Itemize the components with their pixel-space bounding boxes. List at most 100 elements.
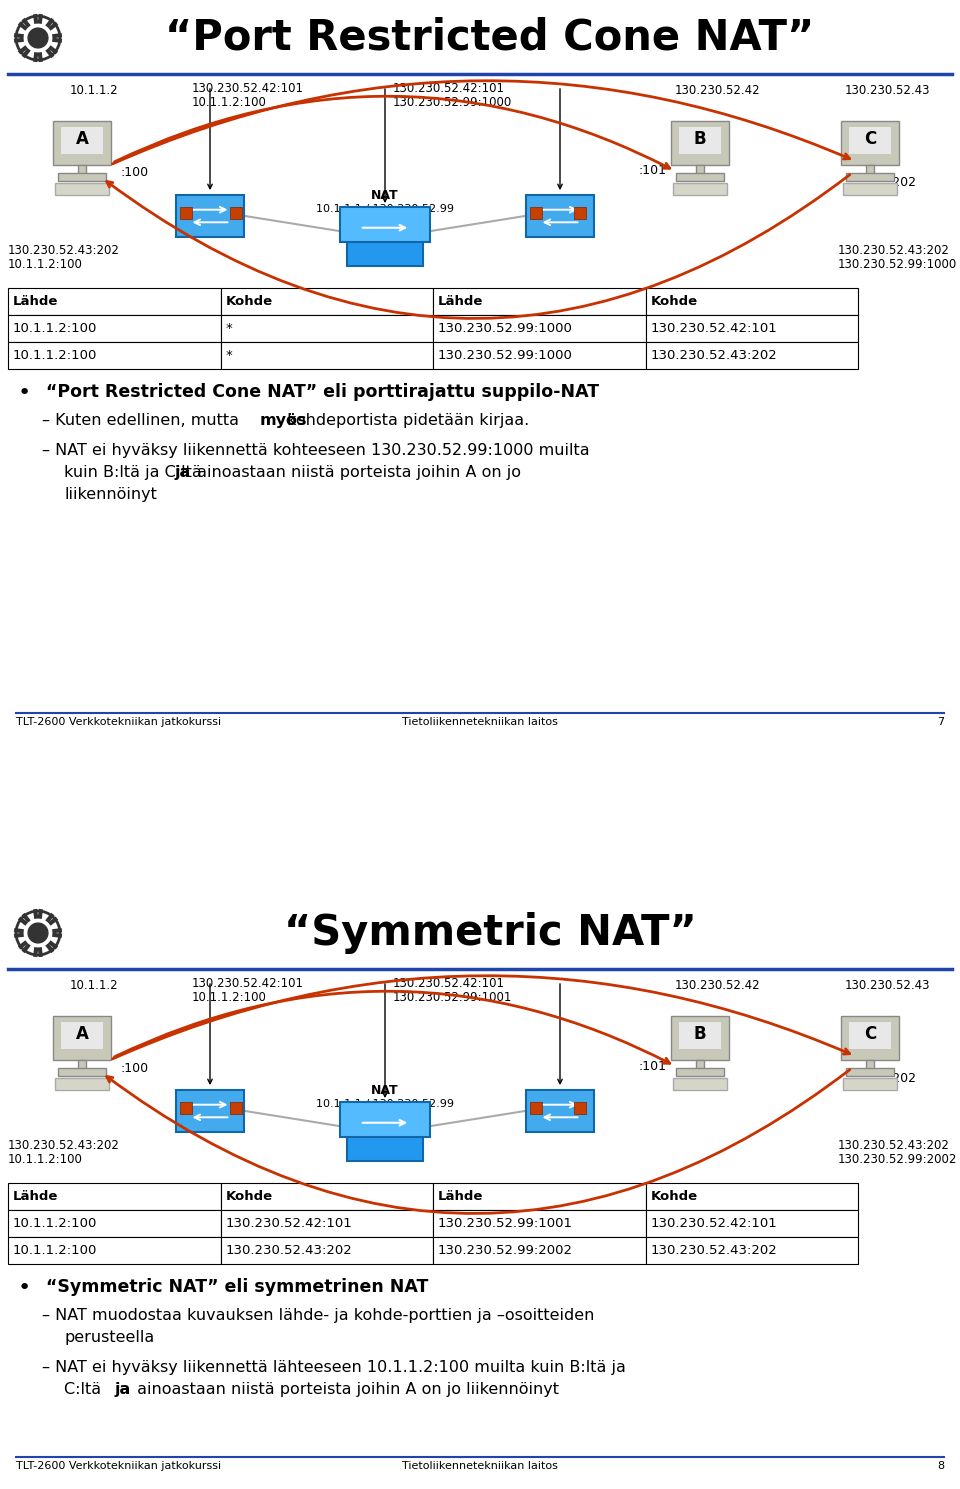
Text: Lähde: Lähde (438, 295, 484, 308)
Text: 10.1.1.2:100: 10.1.1.2:100 (192, 95, 267, 109)
Text: – NAT ei hyväksy liikennettä lähteeseen 10.1.1.2:100 muilta kuin B:ltä ja: – NAT ei hyväksy liikennettä lähteeseen … (42, 1359, 626, 1374)
FancyBboxPatch shape (8, 1237, 221, 1264)
Text: 130.230.52.99:1000: 130.230.52.99:1000 (393, 95, 513, 109)
Text: TLT-2600 Verkkotekniikan jatkokurssi: TLT-2600 Verkkotekniikan jatkokurssi (16, 1461, 221, 1471)
FancyBboxPatch shape (221, 287, 433, 316)
Text: *: * (226, 322, 232, 335)
FancyBboxPatch shape (54, 1015, 110, 1060)
FancyBboxPatch shape (866, 1060, 874, 1069)
Text: 130.230.52.99:1000: 130.230.52.99:1000 (438, 322, 573, 335)
FancyBboxPatch shape (696, 165, 704, 174)
Text: Kohde: Kohde (226, 295, 273, 308)
FancyBboxPatch shape (61, 1021, 103, 1048)
Text: C: C (864, 1026, 876, 1044)
Text: 130.230.52.43: 130.230.52.43 (845, 978, 930, 992)
FancyBboxPatch shape (676, 1068, 724, 1077)
Text: 10.1.1.1 / 130.230.52.99: 10.1.1.1 / 130.230.52.99 (316, 1099, 454, 1109)
Text: :202: :202 (888, 1072, 916, 1084)
Text: *: * (226, 348, 232, 362)
FancyBboxPatch shape (58, 1068, 106, 1077)
Text: 10.1.1.2:100: 10.1.1.2:100 (13, 348, 97, 362)
FancyBboxPatch shape (176, 195, 244, 237)
Text: “Port Restricted Cone NAT” eli porttirajattu suppilo-NAT: “Port Restricted Cone NAT” eli porttiraj… (46, 383, 599, 401)
Text: TLT-2600 Verkkotekniikan jatkokurssi: TLT-2600 Verkkotekniikan jatkokurssi (16, 718, 221, 727)
FancyBboxPatch shape (673, 183, 727, 195)
Text: 8: 8 (937, 1461, 944, 1471)
FancyBboxPatch shape (843, 183, 898, 195)
FancyBboxPatch shape (645, 287, 858, 316)
Text: Lähde: Lähde (13, 295, 59, 308)
Circle shape (28, 923, 48, 943)
Text: A: A (76, 1026, 88, 1044)
Text: 10.1.1.2:100: 10.1.1.2:100 (13, 1217, 97, 1230)
FancyBboxPatch shape (55, 183, 109, 195)
Text: “Port Restricted Cone NAT”: “Port Restricted Cone NAT” (165, 16, 815, 60)
Text: 130.230.52.43:202: 130.230.52.43:202 (651, 1243, 778, 1257)
FancyBboxPatch shape (433, 316, 645, 342)
Text: 130.230.52.99:1001: 130.230.52.99:1001 (438, 1217, 573, 1230)
Text: Tietoliikennetekniikan laitos: Tietoliikennetekniikan laitos (402, 718, 558, 727)
Text: B: B (694, 1026, 707, 1044)
FancyBboxPatch shape (8, 1182, 221, 1211)
Text: 10.1.1.2:100: 10.1.1.2:100 (13, 322, 97, 335)
Text: 10.1.1.1 / 130.230.52.99: 10.1.1.1 / 130.230.52.99 (316, 204, 454, 214)
Text: 130.230.52.43: 130.230.52.43 (845, 83, 930, 97)
Text: 130.230.52.42:101: 130.230.52.42:101 (393, 82, 505, 95)
Text: – Kuten edellinen, mutta: – Kuten edellinen, mutta (42, 412, 244, 427)
Text: ja: ja (114, 1382, 131, 1397)
Text: C:ltä: C:ltä (64, 1382, 107, 1397)
Text: “Symmetric NAT” eli symmetrinen NAT: “Symmetric NAT” eli symmetrinen NAT (46, 1278, 428, 1295)
Text: :101: :101 (638, 1060, 666, 1072)
Text: 130.230.52.43:202: 130.230.52.43:202 (8, 244, 120, 258)
Text: :101: :101 (638, 164, 666, 177)
Text: NAT: NAT (372, 189, 398, 203)
FancyBboxPatch shape (61, 127, 103, 153)
FancyBboxPatch shape (8, 1211, 221, 1237)
Text: Kohde: Kohde (226, 1190, 273, 1203)
FancyBboxPatch shape (866, 165, 874, 174)
Text: 130.230.52.99:1000: 130.230.52.99:1000 (838, 258, 957, 271)
Text: •: • (18, 1278, 32, 1298)
Text: A: A (76, 131, 88, 149)
Text: ja: ja (174, 465, 190, 479)
FancyBboxPatch shape (671, 121, 729, 165)
Text: 130.230.52.43:202: 130.230.52.43:202 (8, 1139, 120, 1152)
FancyBboxPatch shape (433, 1211, 645, 1237)
Text: ainoastaan niistä porteista joihin A on jo liikennöinyt: ainoastaan niistä porteista joihin A on … (132, 1382, 559, 1397)
Text: 10.1.1.2:100: 10.1.1.2:100 (192, 992, 267, 1004)
Text: Kohde: Kohde (651, 295, 698, 308)
Text: 130.230.52.43:202: 130.230.52.43:202 (226, 1243, 352, 1257)
FancyBboxPatch shape (841, 1015, 899, 1060)
Text: 130.230.52.99:2002: 130.230.52.99:2002 (838, 1152, 957, 1166)
Text: :100: :100 (120, 1062, 148, 1075)
Text: 10.1.1.2: 10.1.1.2 (70, 978, 119, 992)
FancyBboxPatch shape (843, 1078, 898, 1090)
FancyBboxPatch shape (78, 1060, 86, 1069)
Text: – NAT muodostaa kuvauksen lähde- ja kohde-porttien ja –osoitteiden: – NAT muodostaa kuvauksen lähde- ja kohd… (42, 1307, 594, 1324)
FancyBboxPatch shape (340, 207, 430, 241)
Text: kuin B:ltä ja C:ltä: kuin B:ltä ja C:ltä (64, 465, 206, 479)
FancyBboxPatch shape (55, 1078, 109, 1090)
Text: 130.230.52.43:202: 130.230.52.43:202 (838, 1139, 949, 1152)
FancyBboxPatch shape (846, 1068, 894, 1077)
FancyBboxPatch shape (54, 121, 110, 165)
Text: 10.1.1.2:100: 10.1.1.2:100 (8, 258, 83, 271)
FancyBboxPatch shape (645, 342, 858, 369)
Text: Lähde: Lähde (438, 1190, 484, 1203)
FancyBboxPatch shape (176, 1090, 244, 1132)
FancyBboxPatch shape (340, 1102, 430, 1136)
FancyBboxPatch shape (221, 316, 433, 342)
FancyBboxPatch shape (846, 173, 894, 182)
FancyBboxPatch shape (696, 1060, 704, 1069)
FancyBboxPatch shape (671, 1015, 729, 1060)
FancyBboxPatch shape (526, 1090, 594, 1132)
FancyBboxPatch shape (8, 287, 221, 316)
Text: C: C (864, 131, 876, 149)
Text: 7: 7 (937, 718, 944, 727)
Text: 130.230.52.42: 130.230.52.42 (675, 83, 760, 97)
FancyBboxPatch shape (680, 1021, 721, 1048)
Text: 130.230.52.43:202: 130.230.52.43:202 (838, 244, 949, 258)
FancyBboxPatch shape (433, 287, 645, 316)
FancyBboxPatch shape (673, 1078, 727, 1090)
Text: 10.1.1.2:100: 10.1.1.2:100 (8, 1152, 83, 1166)
